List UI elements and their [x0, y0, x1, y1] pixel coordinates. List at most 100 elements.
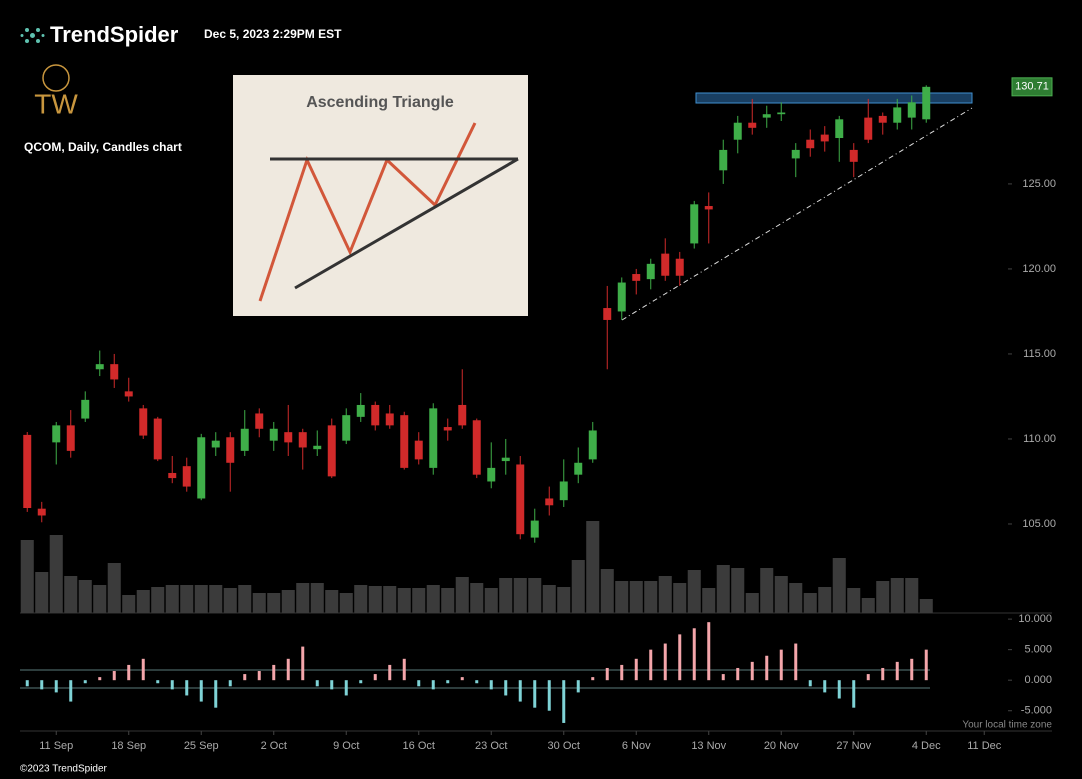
candle-body [922, 86, 931, 120]
candle-body [719, 149, 728, 171]
histogram-bar [750, 661, 754, 681]
histogram-bar [794, 643, 798, 681]
histogram-bar [156, 680, 160, 684]
histogram-bar [924, 649, 928, 681]
volume-bar [484, 588, 498, 613]
volume-bar [209, 585, 223, 613]
candle-body [37, 508, 46, 516]
candle-body [153, 418, 162, 460]
volume-bar [789, 583, 803, 613]
histogram-bar [185, 680, 189, 696]
x-tick-label: 13 Nov [691, 740, 726, 752]
volume-bar [745, 593, 759, 613]
histogram-bar [98, 677, 102, 681]
volume-bar [310, 583, 324, 613]
volume-bar [441, 588, 455, 613]
candle-body [501, 457, 510, 462]
histogram-bar [69, 680, 73, 702]
y2-tick-label: 0.000 [1024, 674, 1052, 686]
histogram-bar [243, 674, 247, 681]
logo-text: TW [34, 88, 78, 119]
histogram-bar [417, 680, 421, 687]
candle-body [487, 467, 496, 482]
volume-bar [180, 585, 194, 613]
volume-bar [658, 576, 672, 613]
candle-body [356, 404, 365, 417]
last-price-tag [1011, 77, 1053, 97]
volume-bar [716, 565, 730, 613]
volume-bar [20, 540, 34, 613]
candle-body [646, 263, 655, 280]
candle-body [835, 119, 844, 139]
histogram-bar [736, 667, 740, 681]
candle-body [182, 466, 191, 487]
x-tick-label: 11 Sep [39, 740, 73, 752]
copyright: ©2023 TrendSpider [20, 764, 108, 775]
volume-bar [861, 598, 875, 613]
candle-body [806, 139, 815, 149]
volume-bar [151, 587, 165, 613]
histogram-bar [823, 680, 827, 693]
histogram-bar [25, 680, 29, 687]
volume-bar [281, 590, 295, 613]
candle-body [168, 472, 177, 479]
volume-bar [644, 581, 658, 613]
volume-bar [673, 583, 687, 613]
last-price-label: 130.71 [1015, 81, 1049, 93]
volume-bar [600, 569, 614, 613]
x-tick-label: 16 Oct [403, 740, 435, 752]
volume-bar [223, 588, 237, 613]
histogram-bar [533, 680, 537, 708]
volume-bar [455, 577, 469, 613]
chart-title: QCOM, Daily, Candles chart [24, 140, 182, 154]
y-tick-label: 120.00 [1022, 263, 1056, 275]
candle-body [371, 404, 380, 426]
candle-body [23, 434, 32, 509]
volume-bar [847, 588, 861, 613]
volume-bar [876, 581, 890, 613]
volume-bar [615, 581, 629, 613]
candle-body [342, 415, 351, 441]
volume-bar [832, 558, 846, 613]
volume-bar [64, 576, 78, 613]
candle-body [240, 428, 249, 451]
volume-bar [629, 581, 643, 613]
candle-body [762, 114, 771, 118]
histogram-bar [605, 667, 609, 681]
volume-bar [905, 578, 919, 613]
candle-body [110, 364, 119, 380]
x-tick-label: 2 Oct [261, 740, 287, 752]
volume-bar [165, 585, 179, 613]
x-tick-label: 11 Dec [967, 740, 1002, 752]
volume-bar [571, 560, 585, 613]
x-tick-label: 4 Dec [912, 740, 941, 752]
x-tick-label: 20 Nov [764, 740, 799, 752]
candle-body [139, 408, 148, 436]
histogram-bar [837, 680, 841, 699]
volume-bar [78, 580, 92, 613]
histogram-bar [286, 658, 290, 681]
histogram-bar [141, 658, 145, 681]
histogram-bar [170, 680, 174, 690]
volume-bar [412, 588, 426, 613]
inset-panel [233, 75, 528, 316]
histogram-bar [359, 680, 363, 684]
histogram-bar [620, 664, 624, 681]
candle-body [733, 122, 742, 140]
histogram-bar [460, 677, 464, 681]
histogram-bar [388, 664, 392, 681]
candle-body [66, 425, 75, 451]
candle-body [530, 520, 539, 538]
histogram-bar [765, 655, 769, 681]
volume-bar [49, 535, 63, 613]
volume-bar [368, 586, 382, 613]
candle-body [269, 428, 278, 441]
histogram-bar [301, 646, 305, 681]
histogram-bar [895, 661, 899, 681]
volume-bar [325, 590, 339, 613]
volume-bar [760, 568, 774, 613]
candle-body [81, 399, 90, 419]
candle-body [284, 432, 293, 443]
candle-body [255, 413, 264, 429]
candle-body [907, 102, 916, 118]
